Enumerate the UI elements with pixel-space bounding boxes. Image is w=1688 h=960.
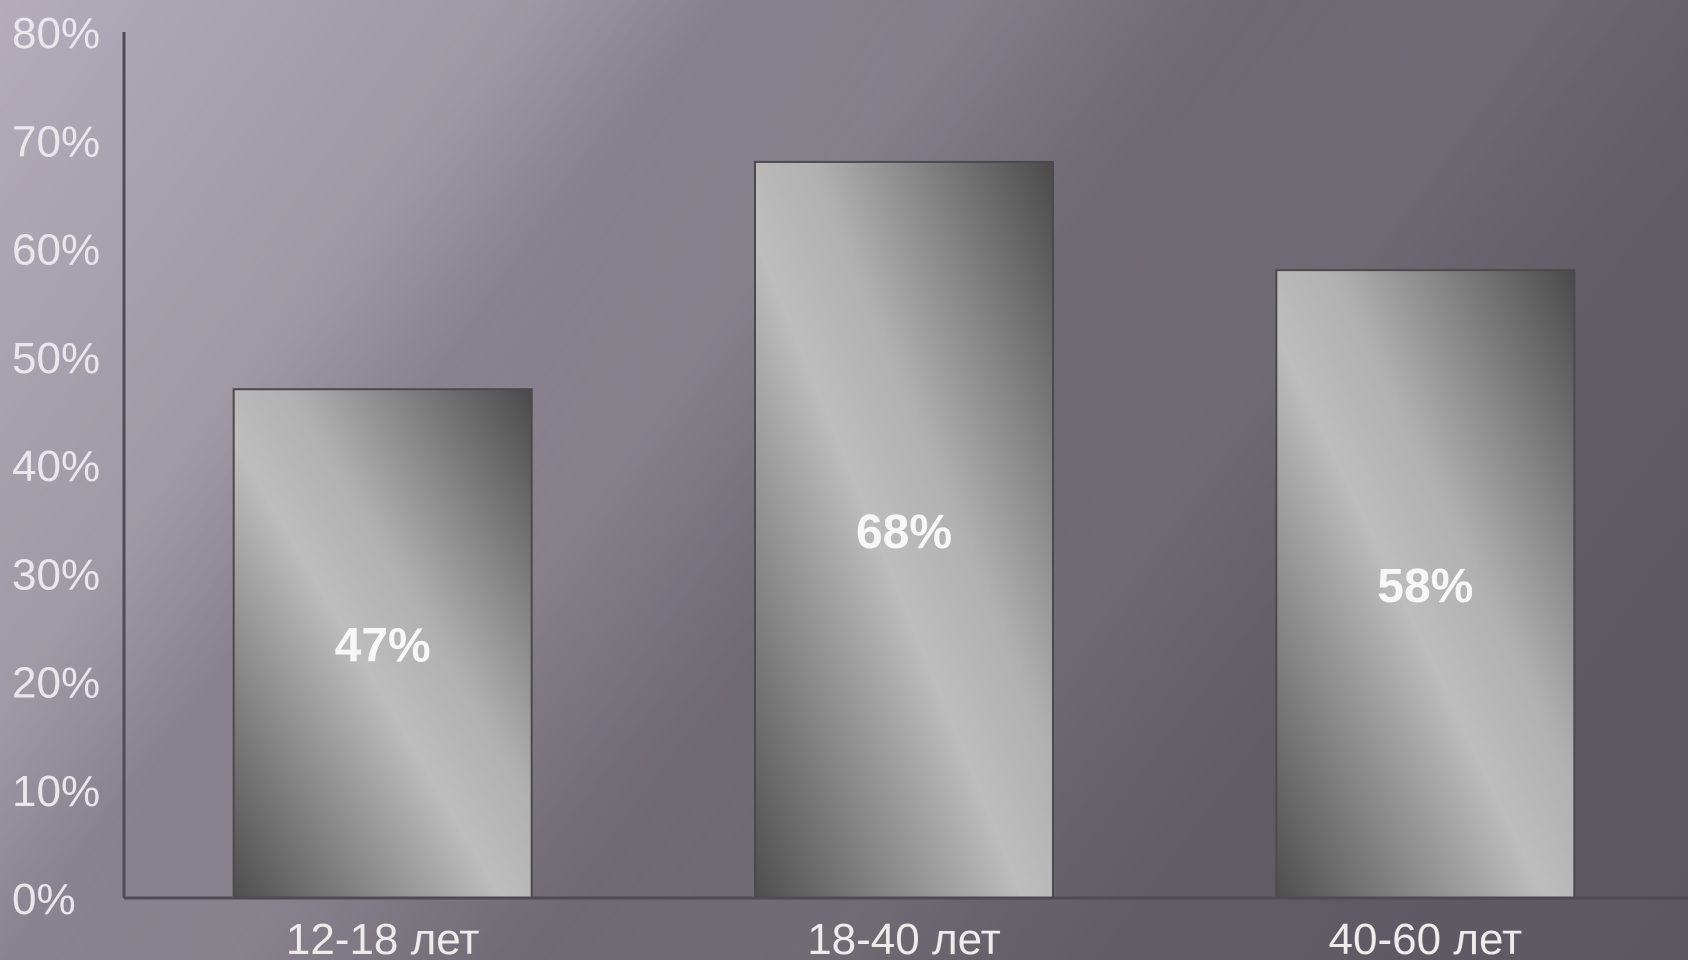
y-tick-label: 0%	[12, 875, 76, 924]
x-category-label: 12-18 лет	[286, 915, 480, 960]
x-axis: 12-18 лет 18-40 лет 40-60 лет	[124, 896, 1688, 960]
x-category-label: 40-60 лет	[1329, 915, 1523, 960]
bar-value-label: 58%	[1377, 560, 1473, 613]
y-tick-label: 80%	[12, 9, 100, 58]
y-tick-label: 50%	[12, 334, 100, 383]
bar	[754, 160, 1054, 899]
bars	[232, 160, 1576, 899]
y-tick-label: 60%	[12, 226, 100, 275]
y-tick-label: 70%	[12, 117, 100, 166]
y-tick-label: 30%	[12, 550, 100, 599]
x-category-label: 18-40 лет	[807, 915, 1001, 960]
y-tick-label: 20%	[12, 659, 100, 708]
y-tick-label: 40%	[12, 442, 100, 491]
y-tick-label: 10%	[12, 767, 100, 816]
bar-value-label: 68%	[856, 506, 952, 559]
y-axis: 0% 10% 20% 30% 40% 50% 60% 70% 80%	[12, 9, 126, 924]
data-labels: 47% 68% 58%	[335, 506, 1474, 673]
bar-value-label: 47%	[335, 620, 431, 673]
